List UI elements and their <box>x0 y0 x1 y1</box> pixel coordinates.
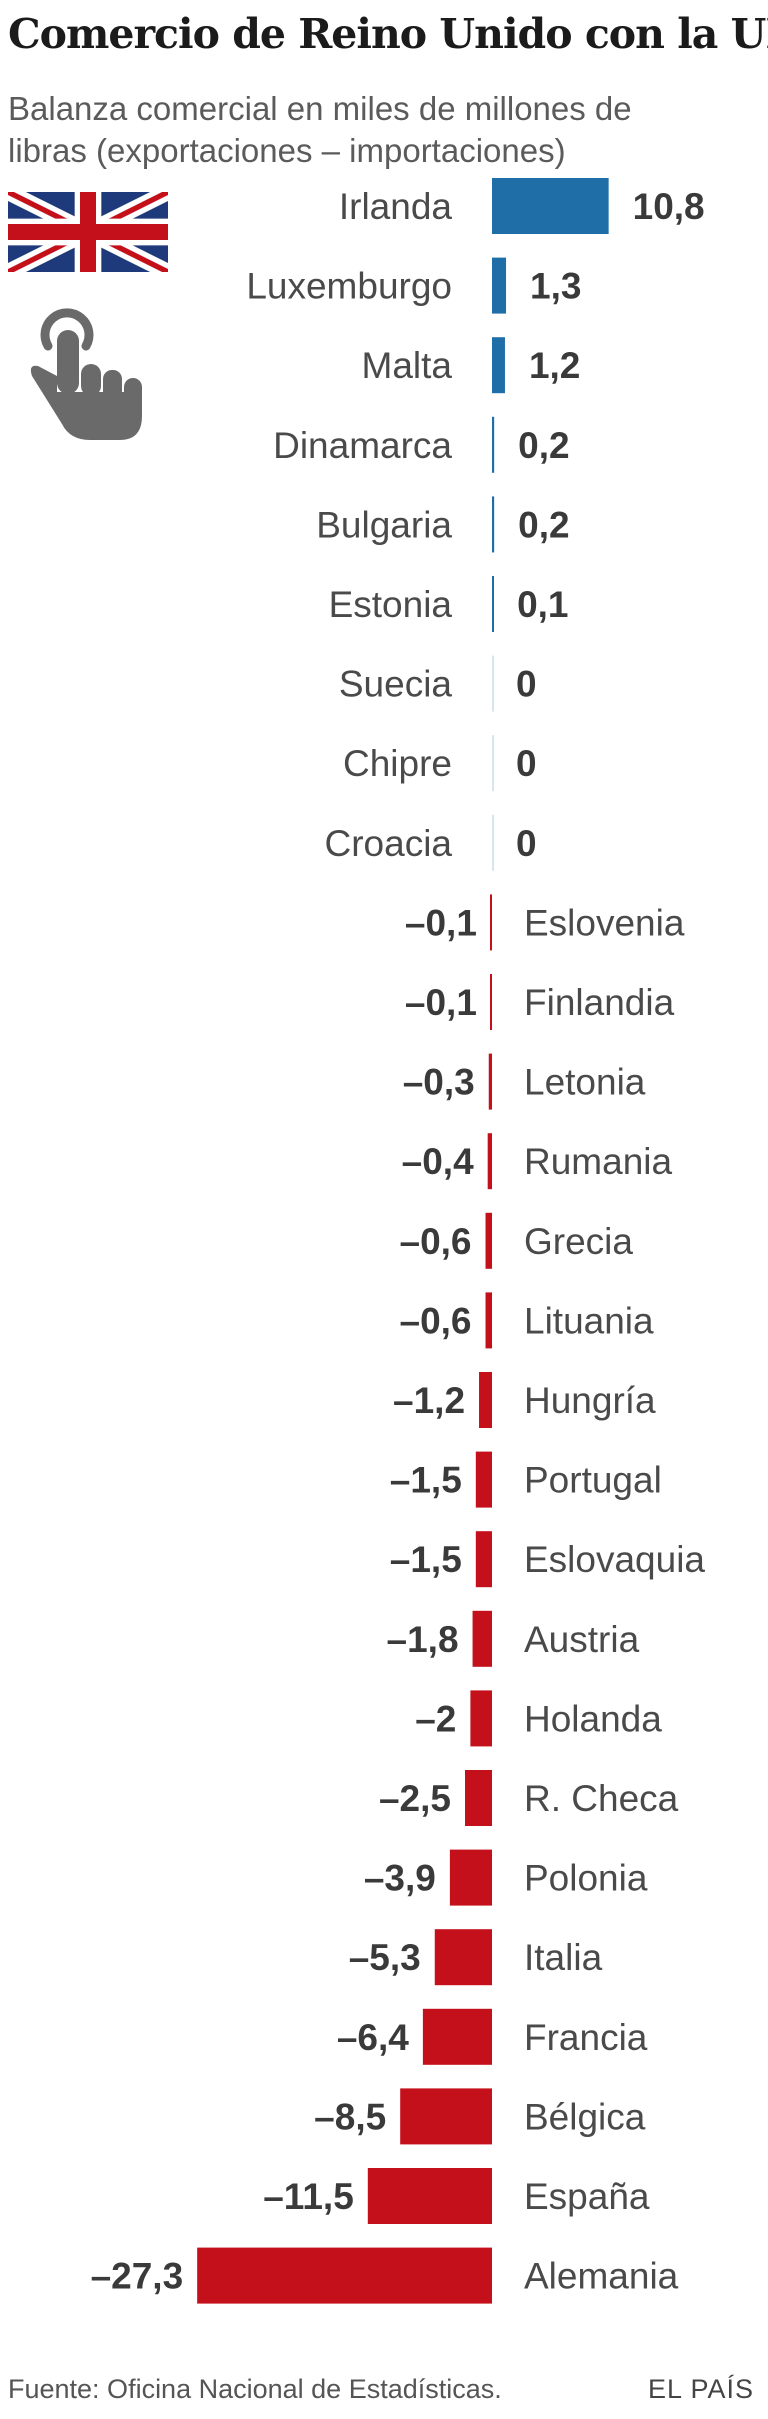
category-label: Luxemburgo <box>246 266 452 307</box>
value-label: –2,5 <box>379 1778 451 1819</box>
category-label: Lituania <box>524 1300 654 1341</box>
chart-subtitle: Balanza comercial en miles de millones d… <box>8 90 632 169</box>
category-label: Dinamarca <box>273 425 452 466</box>
category-label: Rumania <box>524 1141 672 1182</box>
bar <box>492 416 495 473</box>
category-label: Polonia <box>524 1858 648 1899</box>
value-label: –0,4 <box>402 1141 474 1182</box>
category-label: Chipre <box>343 743 452 784</box>
bar <box>197 2247 492 2304</box>
category-label: Alemania <box>524 2256 679 2297</box>
bar <box>479 1372 492 1428</box>
category-label: Irlanda <box>339 186 453 227</box>
value-label: –27,3 <box>91 2256 184 2297</box>
bar <box>422 2008 492 2065</box>
value-label: –2 <box>415 1698 456 1739</box>
bar <box>449 1849 492 1906</box>
union-jack-flag-icon <box>8 192 168 272</box>
category-label: Eslovaquia <box>524 1539 705 1580</box>
category-label: Finlandia <box>524 982 675 1023</box>
bar <box>367 2168 492 2224</box>
value-label: 10,8 <box>633 186 705 227</box>
category-label: Letonia <box>524 1062 646 1103</box>
value-label: 0,2 <box>518 425 569 466</box>
bar <box>490 974 492 1030</box>
bar <box>492 655 494 712</box>
value-label: –3,9 <box>364 1858 436 1899</box>
bar <box>485 1292 492 1349</box>
bar <box>485 1212 492 1269</box>
bar <box>492 735 494 792</box>
value-label: –0,3 <box>403 1062 475 1103</box>
value-label: 0,2 <box>518 504 569 545</box>
value-label: 1,2 <box>529 345 580 386</box>
bar <box>472 1610 492 1667</box>
value-label: –1,8 <box>387 1619 459 1660</box>
bar <box>488 1053 492 1110</box>
value-label: –8,5 <box>314 2096 386 2137</box>
bar <box>492 337 505 394</box>
value-label: –0,6 <box>400 1300 472 1341</box>
bar <box>434 1929 492 1986</box>
category-label: España <box>524 2176 650 2217</box>
bar <box>492 576 494 632</box>
value-label: –5,3 <box>349 1937 421 1978</box>
bar <box>487 1133 492 1190</box>
category-label: R. Checa <box>524 1778 679 1819</box>
value-label: 1,3 <box>530 266 581 307</box>
category-label: Italia <box>524 1937 603 1978</box>
value-label: 0,1 <box>517 584 568 625</box>
value-label: –11,5 <box>263 2176 354 2217</box>
bar <box>475 1451 492 1508</box>
category-label: Grecia <box>524 1221 633 1262</box>
value-label: –1,5 <box>390 1539 462 1580</box>
category-label: Bulgaria <box>316 504 452 545</box>
value-label: –0,6 <box>400 1221 472 1262</box>
value-label: –1,2 <box>393 1380 465 1421</box>
bar <box>490 894 492 951</box>
value-label: –6,4 <box>337 2017 409 2058</box>
bar <box>400 2088 492 2145</box>
brand-label: EL PAÍS <box>647 2374 754 2404</box>
value-label: 0 <box>516 743 537 784</box>
category-label: Bélgica <box>524 2096 646 2137</box>
category-label: Portugal <box>524 1460 662 1501</box>
value-label: –1,5 <box>390 1460 462 1501</box>
bar <box>492 178 609 234</box>
category-label: Suecia <box>339 664 453 705</box>
category-label: Francia <box>524 2017 648 2058</box>
value-label: –0,1 <box>405 902 477 943</box>
value-label: –0,1 <box>405 982 477 1023</box>
category-label: Malta <box>362 345 453 386</box>
category-label: Croacia <box>325 823 453 864</box>
source-note: Fuente: Oficina Nacional de Estadísticas… <box>8 2374 502 2404</box>
category-label: Austria <box>524 1619 640 1660</box>
category-label: Eslovenia <box>524 902 685 943</box>
pointing-hand-icon <box>30 308 142 440</box>
value-label: 0 <box>516 664 537 705</box>
category-label: Estonia <box>329 584 453 625</box>
category-label: Hungría <box>524 1380 656 1421</box>
bar <box>465 1770 492 1826</box>
bar <box>492 814 494 871</box>
bar <box>470 1690 492 1747</box>
category-label: Holanda <box>524 1698 662 1739</box>
value-label: 0 <box>516 823 537 864</box>
chart-title: Comercio de Reino Unido con la UE <box>8 10 768 58</box>
bar <box>492 257 507 314</box>
bar <box>492 496 495 553</box>
bar <box>475 1531 492 1588</box>
